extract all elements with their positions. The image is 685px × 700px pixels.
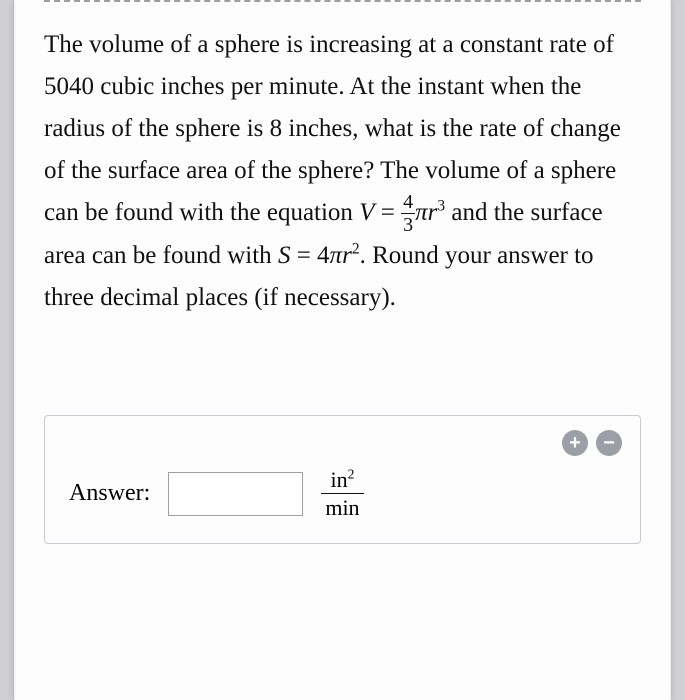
section-divider [44,0,641,2]
eq1-frac-den: 3 [401,214,415,235]
answer-input[interactable] [168,472,303,516]
minus-button[interactable]: − [596,430,622,456]
answer-panel: + − Answer: in2 min [44,415,641,544]
eq2-exponent: 2 [352,241,360,258]
eq1-eq: = [374,199,401,226]
eq2-r: r [342,242,352,269]
unit-numerator: in2 [321,468,363,494]
eq2-pi: π [330,242,343,269]
eq1-pi: π [415,199,428,226]
eq2-lhs: S [278,242,291,269]
unit-num-exp: 2 [348,467,355,482]
plus-icon: + [569,433,581,453]
eq2-eq: = [290,242,317,269]
unit-denominator: min [321,494,363,519]
eq1-r: r [428,199,438,226]
pm-controls: + − [562,430,622,456]
eq2-coef: 4 [317,242,330,269]
question-text: The volume of a sphere is increasing at … [44,24,641,319]
eq1-lhs: V [359,199,374,226]
unit-num-base: in [330,467,347,492]
answer-label: Answer: [69,480,150,507]
eq1-fraction: 43 [401,192,415,235]
plus-button[interactable]: + [562,430,588,456]
question-part-1: The volume of a sphere is increasing at … [44,31,621,226]
eq1-frac-num: 4 [401,192,415,214]
question-card: The volume of a sphere is increasing at … [14,0,671,700]
answer-row: Answer: in2 min [69,468,616,519]
eq1-exponent: 3 [437,198,445,215]
minus-icon: − [603,433,615,453]
answer-unit: in2 min [321,468,363,519]
